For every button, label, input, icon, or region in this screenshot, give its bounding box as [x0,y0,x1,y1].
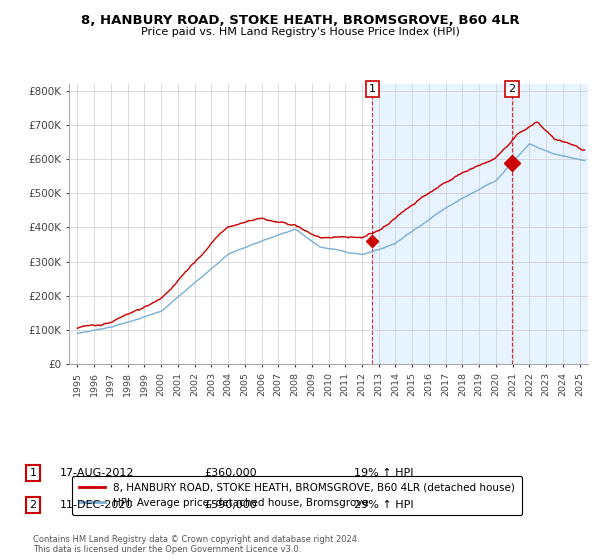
Text: 8, HANBURY ROAD, STOKE HEATH, BROMSGROVE, B60 4LR: 8, HANBURY ROAD, STOKE HEATH, BROMSGROVE… [80,14,520,27]
Text: 29% ↑ HPI: 29% ↑ HPI [354,500,413,510]
Text: Price paid vs. HM Land Registry's House Price Index (HPI): Price paid vs. HM Land Registry's House … [140,27,460,37]
Text: £590,000: £590,000 [204,500,257,510]
Bar [373,84,588,364]
Text: £360,000: £360,000 [204,468,257,478]
Text: 1: 1 [29,468,37,478]
Text: 19% ↑ HPI: 19% ↑ HPI [354,468,413,478]
Text: Contains HM Land Registry data © Crown copyright and database right 2024.
This d: Contains HM Land Registry data © Crown c… [33,535,359,554]
Text: 2: 2 [508,84,515,94]
Text: 11-DEC-2020: 11-DEC-2020 [60,500,133,510]
Text: 17-AUG-2012: 17-AUG-2012 [60,468,134,478]
Text: 1: 1 [369,84,376,94]
Legend: 8, HANBURY ROAD, STOKE HEATH, BROMSGROVE, B60 4LR (detached house), HPI: Average: 8, HANBURY ROAD, STOKE HEATH, BROMSGROVE… [71,475,523,515]
Text: 2: 2 [29,500,37,510]
